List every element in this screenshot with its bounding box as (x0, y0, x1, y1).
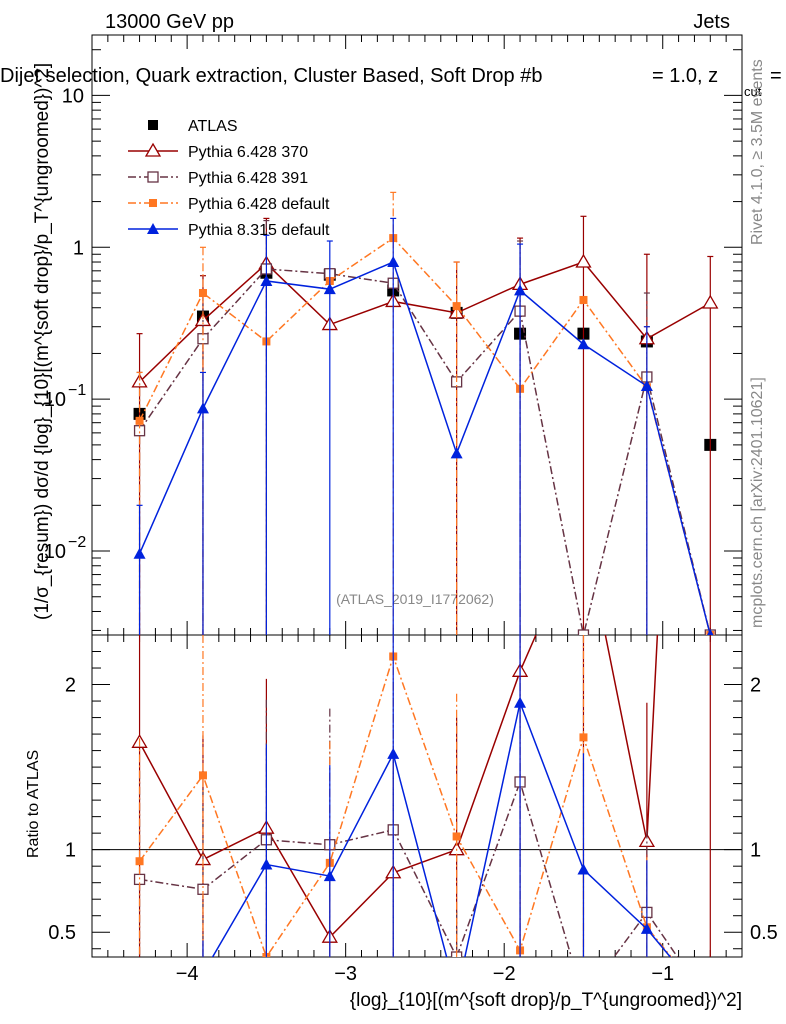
ratio-tick-label-left: 1 (65, 840, 76, 862)
rivet-label: Rivet 4.1.0, ≥ 3.5M events (749, 59, 766, 245)
main-panel-series (131, 191, 719, 635)
point-pdef6 (135, 416, 144, 425)
plot-title-end: = (770, 65, 782, 87)
legend-item-atlas: ATLAS (148, 118, 238, 135)
y-tick-base: 10 (44, 541, 66, 563)
x-tick-label: −2 (493, 963, 516, 985)
ratio-axis-ticks: 0.5 0.5 1 1 2 2 (48, 634, 778, 950)
y-tick-label: 10 (62, 85, 84, 107)
analysis-watermark: (ATLAS_2019_I1772062) (336, 591, 494, 607)
point-p391 (577, 629, 590, 635)
point-p370 (131, 373, 148, 388)
ratio-panel-series (131, 635, 711, 957)
plot-title-tail-text: = 1.0, z (652, 65, 718, 87)
y-tick-base: 10 (44, 389, 66, 411)
header-category: Jets (693, 11, 730, 33)
point-p8 (133, 547, 146, 559)
ratio-point-pdef6 (198, 771, 207, 780)
ratio-tick-label-right: 1 (750, 840, 761, 862)
ratio-line-p8 (211, 700, 672, 957)
ratio-point-p8 (323, 870, 336, 882)
ratio-line-p370 (138, 635, 659, 939)
point-pdef6 (198, 289, 207, 298)
series-line-p370 (139, 261, 711, 383)
point-p8 (387, 256, 400, 268)
point-p8 (196, 402, 209, 414)
legend: ATLAS Pythia 6.428 370 Pythia 6.428 391 Pyt… (128, 118, 330, 239)
legend-label: Pythia 8.315 default (188, 222, 330, 239)
point-p8 (323, 283, 336, 295)
x-tick-label: −1 (651, 963, 674, 985)
series-pdef6 (135, 191, 715, 635)
ratio-tick-label-right: 2 (750, 675, 761, 697)
ratio-line-p391 (139, 779, 679, 957)
legend-marker (149, 199, 157, 207)
legend-label: ATLAS (188, 118, 238, 135)
legend-label: Pythia 6.428 391 (188, 170, 308, 187)
ratio-series-pdef6 (135, 635, 673, 957)
point-p370 (575, 253, 592, 268)
ratio-point-pdef6 (452, 832, 461, 841)
legend-item-p370: Pythia 6.428 370 (128, 142, 308, 161)
x-tick-label: −3 (334, 963, 357, 985)
ratio-point-p8 (387, 747, 400, 759)
ratio-line-pdef6 (138, 654, 673, 957)
legend-marker (147, 223, 159, 234)
point-pdef6 (579, 295, 588, 304)
y-tick-exponent: −2 (68, 534, 86, 551)
ratio-tick-label-left: 0.5 (48, 922, 76, 944)
plot-title: Dijet selection, Quark extraction, Clust… (0, 65, 542, 87)
ratio-panel-frame (91, 634, 743, 958)
legend-marker (148, 120, 158, 130)
legend-item-pdef6: Pythia 6.428 default (128, 196, 330, 213)
point-pdef6 (452, 302, 461, 311)
ratio-point-p8 (260, 858, 273, 870)
point-p8 (640, 380, 653, 392)
y-tick-exponent: −1 (68, 382, 86, 399)
y-tick-label: 10 (44, 541, 66, 563)
ratio-tick-label-left: 2 (65, 675, 76, 697)
header-energy: 13000 GeV pp (105, 11, 234, 33)
ratio-y-axis-title: Ratio to ATLAS (25, 750, 42, 858)
point-p8 (707, 629, 714, 635)
ratio-series-p8 (202, 635, 672, 957)
y-tick-label: 10 (44, 389, 66, 411)
y-tick-label: 1 (73, 237, 84, 259)
plot-title-tail: = 1.0, z (652, 65, 718, 87)
ratio-point-pdef6 (579, 733, 588, 742)
legend-label: Pythia 6.428 default (188, 196, 330, 213)
x-axis-title: {log}_{10}[(m^{soft drop}/p_T^{ungroomed… (350, 990, 742, 1011)
point-p8 (514, 284, 527, 296)
legend-item-p8: Pythia 8.315 default (128, 222, 330, 239)
ratio-point-p370 (638, 833, 656, 848)
ratio-point-p8 (577, 863, 590, 875)
y-axis-title: (1/σ_{resum}) dσ/d {log}_{10}[(m^{soft d… (32, 63, 53, 620)
series-p8 (133, 217, 714, 635)
mcplots-label: mcplots.cern.ch [arXiv:2401.10621] (749, 377, 766, 628)
legend-marker (144, 142, 162, 157)
legend-item-p391: Pythia 6.428 391 (128, 170, 308, 187)
point-p8 (450, 447, 463, 459)
legend-marker (147, 171, 159, 183)
ratio-point-pdef6 (135, 857, 144, 866)
series-line-p391 (138, 268, 712, 635)
series-line-p8 (138, 261, 712, 635)
ratio-series-p391 (133, 635, 679, 957)
legend-label: Pythia 6.428 370 (188, 144, 308, 161)
ratio-point-p8 (514, 696, 527, 708)
plot-title-sub: cut (744, 84, 762, 99)
point-p370 (702, 294, 719, 309)
series-p391 (133, 219, 716, 635)
ratio-point-p8 (640, 922, 653, 934)
series-line-pdef6 (138, 237, 712, 635)
ratio-tick-label-right: 0.5 (750, 922, 778, 944)
plot-title-main: Dijet selection, Quark extraction, Clust… (0, 65, 542, 87)
x-tick-label: −4 (176, 963, 199, 985)
point-p8 (577, 338, 590, 350)
point-p8 (260, 274, 273, 286)
